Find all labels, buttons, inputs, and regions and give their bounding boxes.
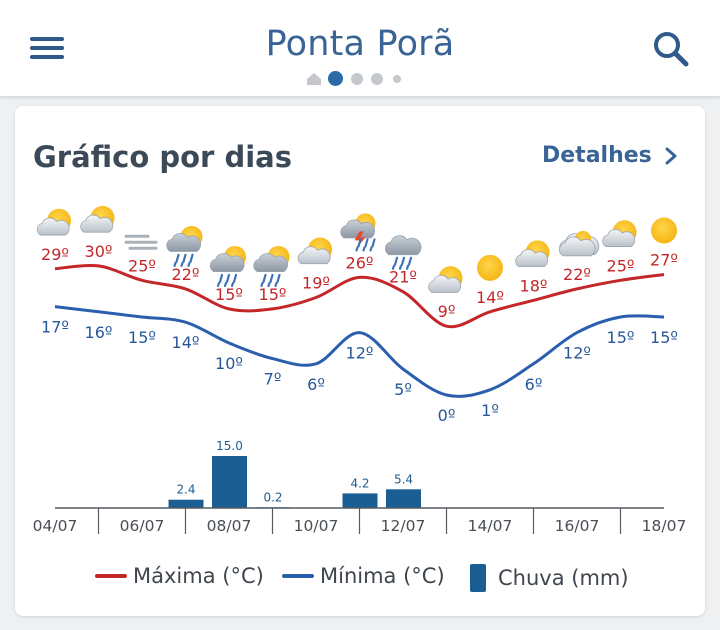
chart-legend: Máxima (°C) Mínima (°C) Chuva (mm)	[0, 558, 720, 598]
sun-cloud-rain-icon	[253, 245, 290, 288]
rain-value-label: 4.2	[350, 476, 369, 490]
rain-bar	[168, 499, 204, 508]
cloud-rain-icon	[385, 235, 422, 270]
rain-bar	[342, 493, 378, 508]
rain-value-label: 2.4	[176, 483, 195, 497]
max-temp-label: 19º	[302, 274, 330, 293]
rain-value-label: 15.0	[216, 439, 243, 453]
x-tick-label: 10/07	[294, 517, 339, 535]
x-tick-label: 08/07	[207, 517, 252, 535]
x-tick-label: 12/07	[381, 517, 426, 535]
max-temp-label: 15º	[215, 285, 243, 304]
legend-label: Máxima (°C)	[133, 564, 264, 588]
daily-chart: 29º 17º 30º 16º 25º 15º 22º 14º 15º 10º 15º 7º 19º 6º…	[33, 205, 687, 535]
min-temp-label: 16º	[85, 323, 113, 342]
legend-swatch	[95, 574, 127, 578]
min-temp-label: 15º	[128, 328, 156, 347]
app-bar: Ponta Porã	[0, 0, 720, 96]
max-temp-label: 25º	[128, 256, 156, 275]
sun-cloud-icon	[515, 240, 550, 268]
max-temp-label: 27º	[650, 251, 678, 270]
card-title: Gráfico por dias	[33, 140, 292, 174]
home-icon	[307, 73, 321, 85]
max-temp-label: 29º	[41, 245, 69, 264]
min-temp-label: 0º	[438, 406, 456, 425]
cloud-icon	[559, 230, 600, 257]
x-tick-label: 16/07	[555, 517, 600, 535]
page-dot[interactable]	[393, 75, 401, 83]
chevron-right-icon	[665, 147, 677, 164]
search-icon[interactable]	[650, 28, 692, 70]
x-tick-label: 18/07	[642, 517, 687, 535]
details-link[interactable]: Detalhes	[542, 143, 678, 168]
page-dot-active[interactable]	[328, 71, 343, 86]
max-temp-label: 22º	[563, 265, 591, 284]
min-temp-label: 1º	[481, 401, 499, 420]
max-temp-label: 30º	[85, 242, 113, 261]
sun-cloud-rain-icon	[166, 225, 203, 267]
min-temp-line	[54, 305, 665, 398]
min-temp-label: 14º	[172, 333, 200, 352]
rain-value-label: 5.4	[394, 472, 413, 486]
min-temp-label: 10º	[215, 354, 243, 373]
storm-icon	[340, 213, 376, 252]
details-label: Detalhes	[542, 143, 652, 168]
rain-bar	[386, 489, 421, 508]
legend-swatch	[282, 574, 314, 578]
x-tick-label: 06/07	[120, 517, 165, 535]
max-temp-label: 21º	[389, 268, 417, 287]
max-temp-label: 25º	[607, 256, 635, 275]
city-title: Ponta Porã	[265, 24, 455, 64]
sun-icon	[477, 254, 503, 281]
fog-icon	[124, 234, 158, 250]
min-temp-label: 15º	[607, 328, 635, 347]
legend-label: Chuva (mm)	[498, 566, 629, 590]
sun-icon	[651, 217, 677, 244]
min-temp-label: 6º	[307, 375, 325, 394]
max-temp-label: 14º	[476, 288, 504, 307]
x-tick-label: 04/07	[33, 517, 78, 535]
legend-item-rain: Chuva (mm)	[470, 564, 629, 592]
max-temp-label: 18º	[520, 276, 548, 295]
legend-label: Mínima (°C)	[320, 564, 445, 588]
menu-icon[interactable]	[28, 30, 68, 62]
min-temp-label: 15º	[650, 328, 678, 347]
sun-cloud-icon	[428, 266, 463, 293]
max-temp-label: 9º	[438, 302, 456, 321]
rain-value-label: 0.2	[263, 490, 282, 504]
x-tick-label: 14/07	[468, 517, 513, 535]
min-temp-label: 12º	[563, 344, 591, 363]
min-temp-label: 7º	[264, 370, 282, 389]
page-indicator	[306, 70, 414, 88]
min-temp-label: 5º	[394, 380, 412, 399]
rain-bar	[212, 456, 247, 508]
sun-cloud-icon	[80, 205, 115, 233]
min-temp-label: 12º	[346, 344, 374, 363]
sun-cloud-rain-icon	[209, 245, 246, 288]
sun-cloud-icon	[297, 237, 332, 265]
max-temp-label: 22º	[172, 265, 200, 284]
legend-swatch	[470, 564, 486, 592]
min-temp-label: 17º	[41, 318, 69, 337]
legend-item-min: Mínima (°C)	[282, 564, 445, 588]
min-temp-label: 6º	[525, 375, 543, 394]
page-dot[interactable]	[371, 73, 383, 85]
sun-cloud-icon	[36, 208, 71, 236]
legend-item-max: Máxima (°C)	[95, 564, 264, 588]
sun-cloud-icon	[602, 220, 637, 247]
page-dot[interactable]	[351, 73, 363, 85]
max-temp-label: 26º	[346, 253, 374, 272]
max-temp-line	[54, 263, 665, 329]
max-temp-label: 15º	[259, 285, 287, 304]
